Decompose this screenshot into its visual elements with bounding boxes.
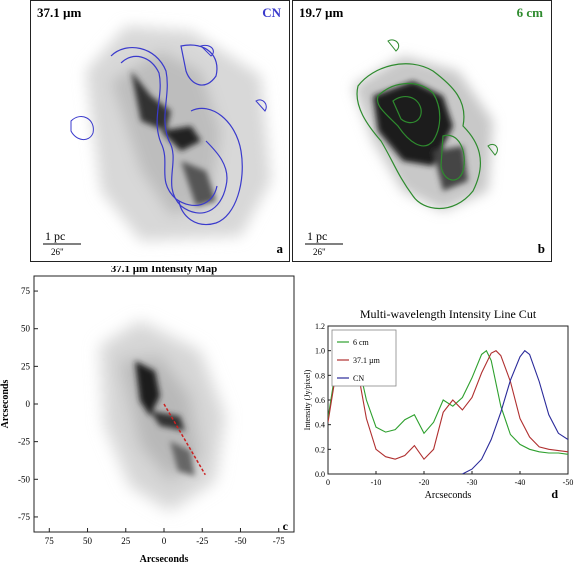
chart-c-ytick-label: 75 [21, 286, 31, 296]
panel-a-scale-pc: 1 pc [45, 229, 66, 243]
chart-c-ylabel: Arcseconds [0, 380, 11, 429]
chart-d-title: Multi-wavelength Intensity Line Cut [360, 307, 537, 321]
chart-c-intensity-map: 75 50 25 0 -25 -50 -75 75 50 25 0 -25 -50 -75 37.1 µm… [0, 266, 295, 565]
chart-d-xlabel: Arcseconds [425, 490, 472, 501]
chart-d-legend-label: 37.1 µm [353, 356, 381, 365]
chart-c-letter: c [283, 519, 289, 533]
chart-d-ytick-label: 0.6 [315, 396, 325, 405]
panel-b-wavelength: 19.7 µm [299, 5, 344, 20]
chart-d-series-line [462, 349, 568, 474]
chart-d-letter: d [551, 487, 558, 501]
chart-c-ytick-label: -75 [18, 512, 30, 522]
panel-a-contours [70, 44, 267, 225]
chart-d-legend-label: 6 cm [353, 338, 370, 347]
panel-a-contour-label: CN [262, 5, 281, 20]
chart-c-xtick-label: 0 [162, 536, 167, 546]
chart-c-xlabel: Arcseconds [140, 554, 189, 565]
chart-d-line-cut: 0 -10 -20 -30 -40 -50 0.0 0.2 0.4 0.6 0.8 1.0 1.2 6 … [304, 307, 574, 501]
chart-c-xtick-label: 50 [83, 536, 93, 546]
chart-d-xtick-label: -30 [467, 478, 478, 487]
panel-a-wavelength: 37.1 µm [37, 5, 82, 20]
chart-c-xtick-label: 25 [121, 536, 131, 546]
chart-c-xtick-label: 75 [45, 536, 55, 546]
panel-a-image: 37.1 µm CN 1 pc 26" a [30, 0, 290, 262]
panel-b-scale-arcsec: 26" [313, 247, 326, 257]
panel-b-contour-label: 6 cm [516, 5, 543, 20]
panel-b-contours [356, 39, 498, 209]
chart-d-ytick-label: 0.8 [315, 371, 325, 380]
chart-d-legend-label: CN [353, 374, 364, 383]
chart-d-series-line [328, 347, 568, 461]
chart-d-ytick-label: 1.0 [315, 347, 325, 356]
chart-d-xtick-label: -50 [563, 478, 574, 487]
chart-d-ytick-label: 1.2 [315, 322, 325, 331]
panel-a-scale-arcsec: 26" [51, 247, 64, 257]
chart-d-xtick-label: -20 [419, 478, 430, 487]
chart-c-title: 37.1 µm Intensity Map [111, 266, 218, 275]
chart-d-ytick-label: 0.2 [315, 445, 325, 454]
chart-c-xtick-label: -50 [234, 536, 246, 546]
chart-c-cut-line [163, 403, 206, 476]
chart-d-xtick-label: -40 [515, 478, 526, 487]
chart-c-ytick-label: 0 [26, 399, 31, 409]
chart-d-ylabel: Intensity (Jy/pixel) [304, 369, 312, 430]
panel-a-core [131, 71, 216, 206]
chart-d-ytick-label: 0.4 [315, 421, 325, 430]
chart-d-xtick-label: -10 [371, 478, 382, 487]
chart-d-xtick-label: 0 [326, 478, 330, 487]
chart-c-ytick-label: -25 [18, 437, 30, 447]
panel-b-letter: b [537, 241, 545, 256]
panel-a-map [43, 26, 271, 245]
chart-d-legend [331, 329, 397, 387]
chart-c-xtick-label: -75 [273, 536, 285, 546]
chart-c-ytick-label: 25 [21, 361, 31, 371]
chart-c-ytick-label: 50 [21, 324, 31, 334]
panel-b-image: 19.7 µm 6 cm 1 pc 26" b [292, 0, 552, 262]
chart-c-xtick-label: -25 [196, 536, 208, 546]
chart-d-ytick-label: 0.0 [315, 470, 325, 479]
chart-d-series-line [328, 343, 568, 455]
panel-a-letter: a [276, 241, 284, 256]
panel-b-scale-pc: 1 pc [307, 229, 328, 243]
panel-b-map [305, 39, 498, 245]
chart-c-ytick-label: -50 [18, 474, 30, 484]
